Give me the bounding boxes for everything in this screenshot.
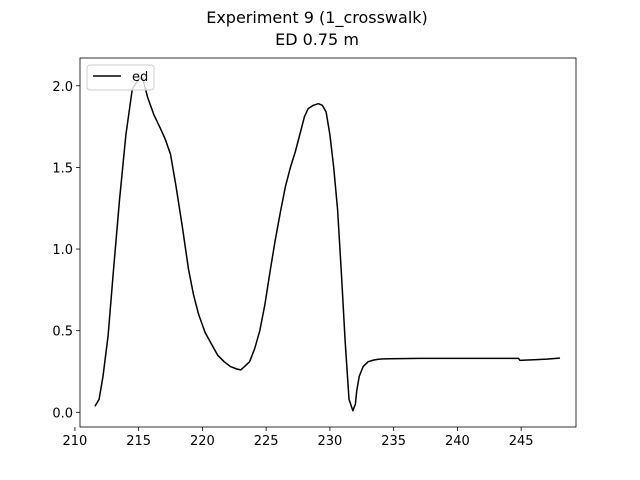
x-tick-label: 240 (445, 434, 470, 449)
chart-subtitle: ED 0.75 m (275, 30, 359, 49)
x-tick-label: 230 (317, 434, 342, 449)
x-tick-label: 215 (126, 434, 151, 449)
y-tick-label: 1.0 (52, 243, 73, 258)
chart-title: Experiment 9 (1_crosswalk) (206, 8, 428, 28)
legend-label-ed: ed (132, 70, 148, 85)
y-tick-label: 0.5 (52, 325, 73, 340)
axes-frame (79, 57, 577, 428)
x-tick-label: 235 (381, 434, 406, 449)
legend-box (86, 64, 155, 91)
tick-marks: 210 215 220 225 230 235 240 245 0.0 0.5 1.0 1.5 2.0 (52, 80, 533, 449)
x-tick-label: 220 (190, 434, 215, 449)
y-tick-label: 2.0 (52, 80, 73, 95)
y-tick-label: 1.5 (52, 161, 73, 176)
axes (79, 57, 577, 428)
x-tick-label: 245 (509, 434, 534, 449)
x-tick-label: 210 (62, 434, 87, 449)
x-tick-label: 225 (254, 434, 279, 449)
legend: ed (86, 64, 155, 91)
series-line-ed (94, 76, 561, 412)
y-tick-label: 0.0 (52, 406, 73, 421)
series-group (94, 76, 561, 412)
